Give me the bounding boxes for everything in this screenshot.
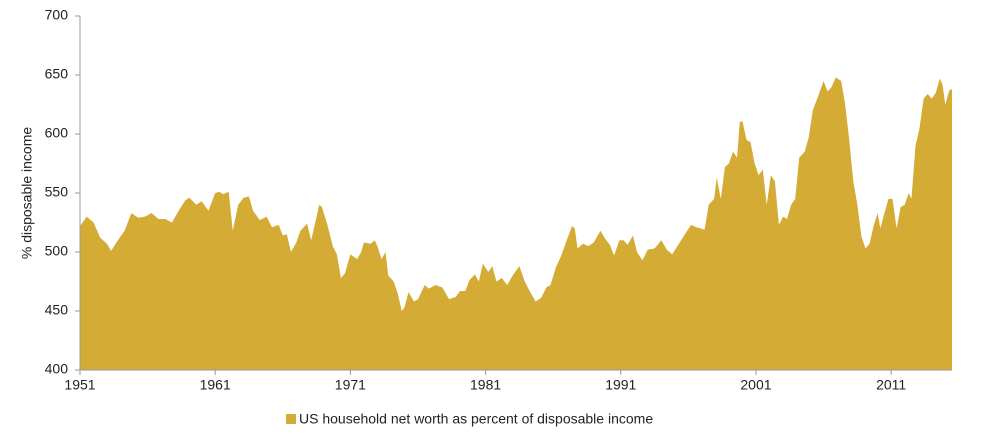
- area: [80, 77, 952, 371]
- x-tick-label: 1951: [64, 377, 95, 393]
- y-tick-label: 600: [45, 125, 69, 141]
- y-axis-label: % disposable income: [19, 127, 35, 260]
- y-tick-label: 400: [45, 361, 69, 377]
- legend-swatch: [286, 414, 296, 424]
- y-tick-label: 500: [45, 243, 69, 259]
- x-tick-label: 1981: [470, 377, 501, 393]
- x-tick-label: 1991: [605, 377, 636, 393]
- legend-label: US household net worth as percent of dis…: [299, 411, 653, 427]
- x-tick-label: 2001: [740, 377, 771, 393]
- y-tick-label: 700: [45, 7, 69, 23]
- y-tick-label: 550: [45, 184, 69, 200]
- x-tick-label: 2011: [876, 377, 906, 393]
- y-tick-label: 450: [45, 302, 69, 318]
- x-tick-label: 1971: [335, 377, 366, 393]
- x-tick-label: 1961: [200, 377, 231, 393]
- y-tick-label: 650: [45, 66, 69, 82]
